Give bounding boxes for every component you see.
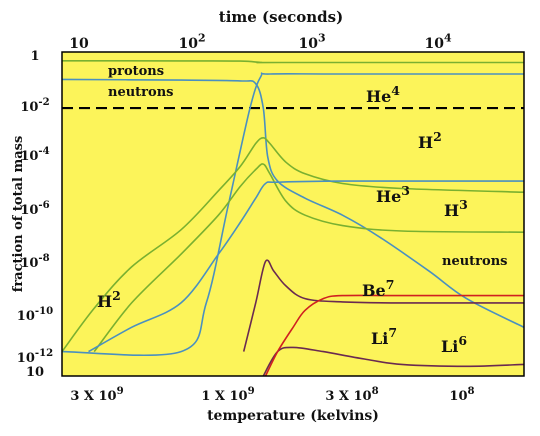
annotation-label: Li7	[371, 325, 397, 348]
series-line-neutrons	[62, 78, 524, 329]
annotation-label: H3	[444, 197, 468, 220]
top-tick-label: 104	[424, 32, 451, 52]
annotation-label: H2	[97, 288, 121, 311]
series-line-be7	[242, 259, 524, 352]
series-line-protons	[62, 60, 524, 64]
top-axis-title: time (seconds)	[219, 8, 343, 26]
series-line-he3	[88, 180, 524, 353]
bottom-tick-label: 3 X 108	[325, 385, 378, 404]
y-tick-label: 10-2	[20, 96, 49, 115]
annotation-label: H2	[418, 129, 442, 152]
series-line-h2	[62, 136, 524, 353]
bottom-tick-label: 108	[449, 385, 474, 404]
y-tick-label: 1	[30, 49, 39, 64]
top-tick-label: 10	[69, 36, 89, 52]
annotation-label: He4	[366, 83, 400, 106]
annotation-label: protons	[108, 64, 164, 79]
y-tick-label: 10-4	[20, 145, 49, 164]
bottom-tick-label: 1 X 109	[201, 385, 254, 404]
plot-frame	[61, 51, 525, 377]
y-tick-label: 10-10	[17, 305, 53, 324]
annotation-label: He3	[376, 183, 410, 206]
bottom-tick-label: 3 X 109	[70, 385, 123, 404]
y-tick-label: 10-6	[20, 199, 49, 218]
annotation-label: neutrons	[442, 254, 507, 269]
series-line-he4	[62, 72, 524, 357]
annotation-label: Li6	[441, 333, 467, 356]
y-tick-label: 10	[26, 365, 44, 380]
y-tick-label: 10-8	[20, 252, 49, 271]
y-axis-title: fraction of total mass	[11, 136, 26, 293]
series-line-h3	[93, 163, 524, 353]
y-tick-label: 10-12	[17, 347, 53, 366]
plot-background	[62, 52, 524, 376]
top-tick-label: 103	[298, 32, 325, 52]
top-tick-label: 102	[178, 32, 205, 52]
annotation-label: Be7	[362, 277, 394, 300]
annotation-label: neutrons	[108, 85, 173, 100]
bottom-axis-title: temperature (kelvins)	[207, 408, 379, 424]
series-line-li7-from-be7	[264, 294, 524, 376]
